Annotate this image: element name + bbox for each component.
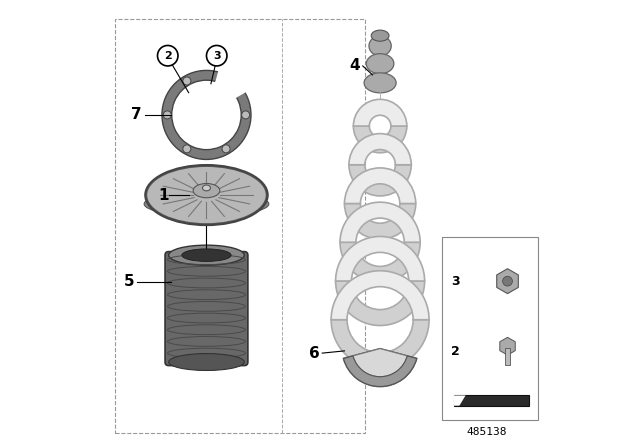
Text: 7: 7 — [131, 108, 142, 122]
Wedge shape — [344, 203, 416, 239]
Text: 3: 3 — [213, 51, 221, 61]
Circle shape — [163, 111, 172, 119]
Wedge shape — [349, 165, 412, 196]
Wedge shape — [344, 168, 416, 203]
Wedge shape — [353, 126, 407, 153]
Wedge shape — [353, 99, 407, 126]
Wedge shape — [344, 356, 417, 387]
Text: 3: 3 — [451, 275, 460, 288]
Wedge shape — [335, 237, 424, 281]
Ellipse shape — [202, 185, 211, 191]
Wedge shape — [340, 202, 420, 242]
Wedge shape — [331, 320, 429, 369]
Ellipse shape — [364, 73, 396, 93]
Ellipse shape — [182, 249, 231, 261]
Text: 6: 6 — [309, 345, 319, 361]
Ellipse shape — [168, 245, 244, 265]
Wedge shape — [335, 281, 424, 326]
Text: 2: 2 — [164, 51, 172, 61]
Wedge shape — [349, 134, 412, 165]
Ellipse shape — [193, 184, 220, 198]
Circle shape — [157, 45, 178, 66]
Circle shape — [502, 276, 513, 286]
Ellipse shape — [366, 54, 394, 74]
Circle shape — [222, 145, 230, 153]
Wedge shape — [353, 349, 407, 377]
FancyBboxPatch shape — [165, 252, 248, 366]
Wedge shape — [331, 271, 429, 320]
Ellipse shape — [144, 192, 269, 216]
Ellipse shape — [369, 36, 391, 56]
Text: 485138: 485138 — [467, 427, 508, 437]
Circle shape — [207, 45, 227, 66]
Circle shape — [183, 145, 191, 153]
Circle shape — [222, 77, 230, 85]
Polygon shape — [454, 396, 529, 406]
Bar — [442, 237, 538, 420]
Circle shape — [183, 77, 191, 85]
Wedge shape — [344, 349, 417, 387]
Polygon shape — [454, 396, 465, 406]
Bar — [115, 19, 365, 433]
Wedge shape — [207, 61, 255, 115]
Text: 2: 2 — [451, 345, 460, 358]
Ellipse shape — [371, 30, 389, 41]
Text: 1: 1 — [158, 188, 168, 202]
FancyBboxPatch shape — [506, 348, 509, 365]
Circle shape — [242, 111, 250, 119]
Ellipse shape — [168, 353, 244, 370]
Wedge shape — [207, 82, 237, 115]
Text: 4: 4 — [349, 58, 360, 73]
Wedge shape — [340, 242, 420, 282]
Ellipse shape — [147, 166, 267, 224]
Text: 5: 5 — [124, 274, 135, 289]
